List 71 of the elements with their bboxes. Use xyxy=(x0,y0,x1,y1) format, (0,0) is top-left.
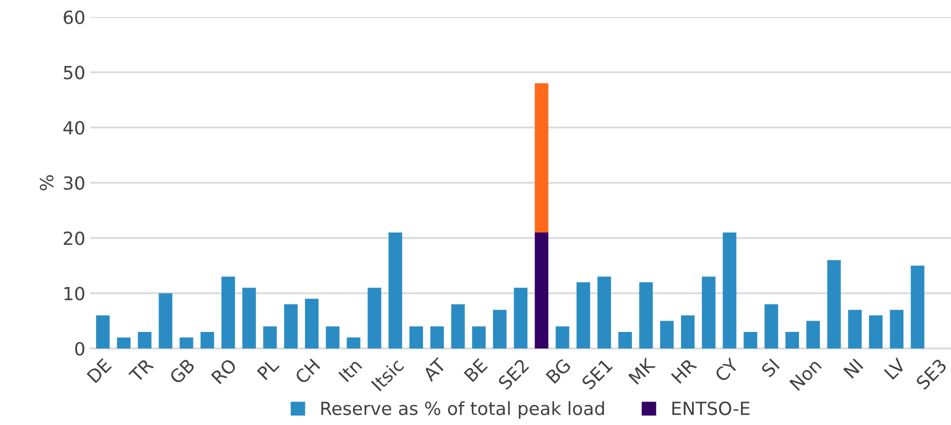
y-tick-label: 60 xyxy=(64,10,84,24)
x-tick-label: CY xyxy=(714,357,740,382)
bar xyxy=(827,260,841,348)
bar xyxy=(158,293,172,348)
bar xyxy=(639,282,653,348)
x-tick-label: DE xyxy=(86,358,112,384)
bar xyxy=(116,337,131,348)
bar xyxy=(409,326,424,348)
x-tick-label: Non xyxy=(789,358,822,391)
x-tick-label: AT xyxy=(422,357,447,382)
y-tick-label: 30 xyxy=(64,176,84,190)
bar xyxy=(430,326,444,348)
bar xyxy=(764,304,778,348)
bar xyxy=(200,332,214,348)
bar xyxy=(242,288,256,348)
bar xyxy=(326,326,340,348)
bar xyxy=(492,310,507,348)
bar xyxy=(869,315,883,348)
legend-label: Reserve as % of total peak load xyxy=(321,401,604,419)
x-tick-label: MK xyxy=(628,356,656,385)
legend-label: ENTSO-E xyxy=(672,402,750,416)
y-tick-label: 50 xyxy=(64,66,84,80)
y-tick-label: 0 xyxy=(75,342,84,356)
bar xyxy=(304,298,319,348)
bar xyxy=(368,288,382,348)
bar xyxy=(96,315,110,348)
bar xyxy=(890,310,904,348)
bar xyxy=(263,326,277,348)
bar xyxy=(138,332,152,348)
bar xyxy=(284,304,298,348)
x-tick-label: BE xyxy=(464,358,488,382)
y-tick-label: 10 xyxy=(64,286,84,300)
bar xyxy=(597,276,612,348)
x-tick-label: GB xyxy=(168,358,196,385)
bar xyxy=(910,266,924,348)
x-tick-label: TR xyxy=(128,358,154,384)
x-tick-label: CH xyxy=(294,358,320,385)
bar xyxy=(556,326,570,348)
bar xyxy=(806,320,820,348)
x-tick-label: SE1 xyxy=(581,358,613,390)
x-tick-label: SI xyxy=(760,358,780,378)
bar xyxy=(722,232,736,348)
x-tick-label: PL xyxy=(256,357,280,380)
bar xyxy=(744,332,758,348)
y-axis-title: % xyxy=(40,175,54,190)
bar xyxy=(388,232,402,348)
x-tick-label: HR xyxy=(670,358,698,384)
bar xyxy=(848,310,862,348)
bar xyxy=(785,332,800,348)
x-tick-label: BG xyxy=(546,358,572,384)
x-tick-label: Itn xyxy=(338,358,362,382)
bar xyxy=(618,332,632,348)
x-tick-label: LV xyxy=(884,357,906,380)
bar xyxy=(702,276,716,348)
y-tick-label: 20 xyxy=(64,231,84,246)
bar xyxy=(180,337,194,348)
bar xyxy=(681,315,695,348)
x-tick-label: NI xyxy=(843,358,864,379)
bar xyxy=(221,276,236,348)
bar xyxy=(514,288,528,348)
x-tick-label: SE3 xyxy=(915,358,948,390)
bar xyxy=(451,304,465,348)
bar xyxy=(472,326,486,348)
y-tick-label: 40 xyxy=(63,120,84,135)
bar xyxy=(576,282,590,348)
bar xyxy=(534,232,548,348)
bar xyxy=(534,83,548,232)
bar xyxy=(346,337,360,348)
x-tick-label: RO xyxy=(210,358,238,384)
x-tick-label: SE2 xyxy=(497,358,530,390)
bar xyxy=(660,320,674,348)
